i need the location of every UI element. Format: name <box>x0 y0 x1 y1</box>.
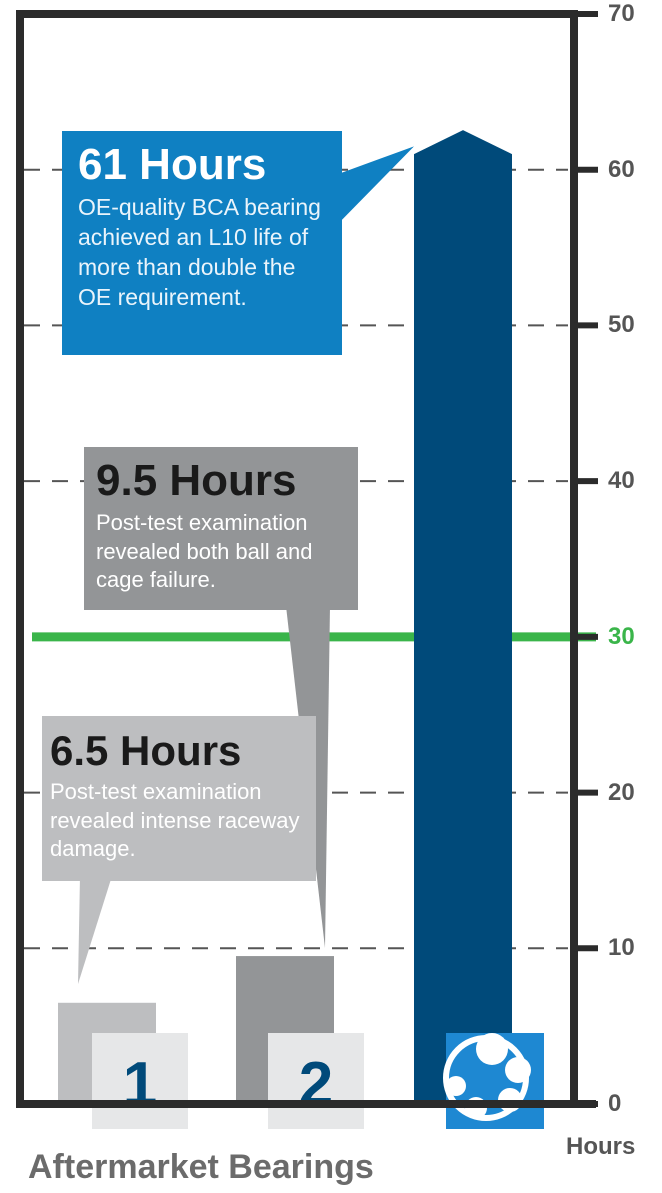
y-axis-unit-label: Hours <box>566 1133 636 1160</box>
callout-61-text: OE-quality BCA bearing achieved an L10 l… <box>78 194 321 310</box>
y-tick-label: 0 <box>608 1090 622 1117</box>
callout-61-hours: 61 Hours OE-quality BCA bearing achieved… <box>62 131 342 355</box>
y-tick-label: 50 <box>608 311 635 339</box>
y-tick-label: 40 <box>608 467 635 495</box>
callout-9-5-heading: 9.5 Hours <box>96 456 297 505</box>
y-tick-label: 20 <box>608 778 635 806</box>
y-tick-label-reference: 30 <box>608 622 635 650</box>
y-tick-label: 70 <box>608 0 635 27</box>
x-axis-title: Aftermarket Bearings <box>28 1148 374 1186</box>
bearing-icon <box>443 1033 544 1129</box>
callout-6-5-heading: 6.5 Hours <box>50 727 242 774</box>
bearing-icon-ball <box>446 1076 466 1096</box>
callout-6-5-hours: 6.5 Hours Post-test examination revealed… <box>42 716 316 881</box>
bearing-icon-ball <box>476 1033 508 1065</box>
bearing-icon-ball <box>505 1057 531 1083</box>
y-tick-label: 60 <box>608 155 635 183</box>
bar-label-1: 1 <box>123 1050 157 1119</box>
callout-6-5-text: Post-test examination revealed intense r… <box>50 779 300 862</box>
callout-9-5-hours: 9.5 Hours Post-test examination revealed… <box>84 447 358 610</box>
callout-9-5-text: Post-test examination revealed both ball… <box>96 510 313 593</box>
bar-label-box-2 <box>268 1033 364 1129</box>
bar-label-box-1 <box>92 1033 188 1129</box>
y-tick-label: 10 <box>608 934 635 962</box>
bar-label-2: 2 <box>299 1050 333 1119</box>
bar-bca <box>414 130 512 1105</box>
axes <box>16 10 598 1108</box>
callout-61-heading: 61 Hours <box>78 140 267 189</box>
callout-6-5-pointer <box>78 876 112 984</box>
